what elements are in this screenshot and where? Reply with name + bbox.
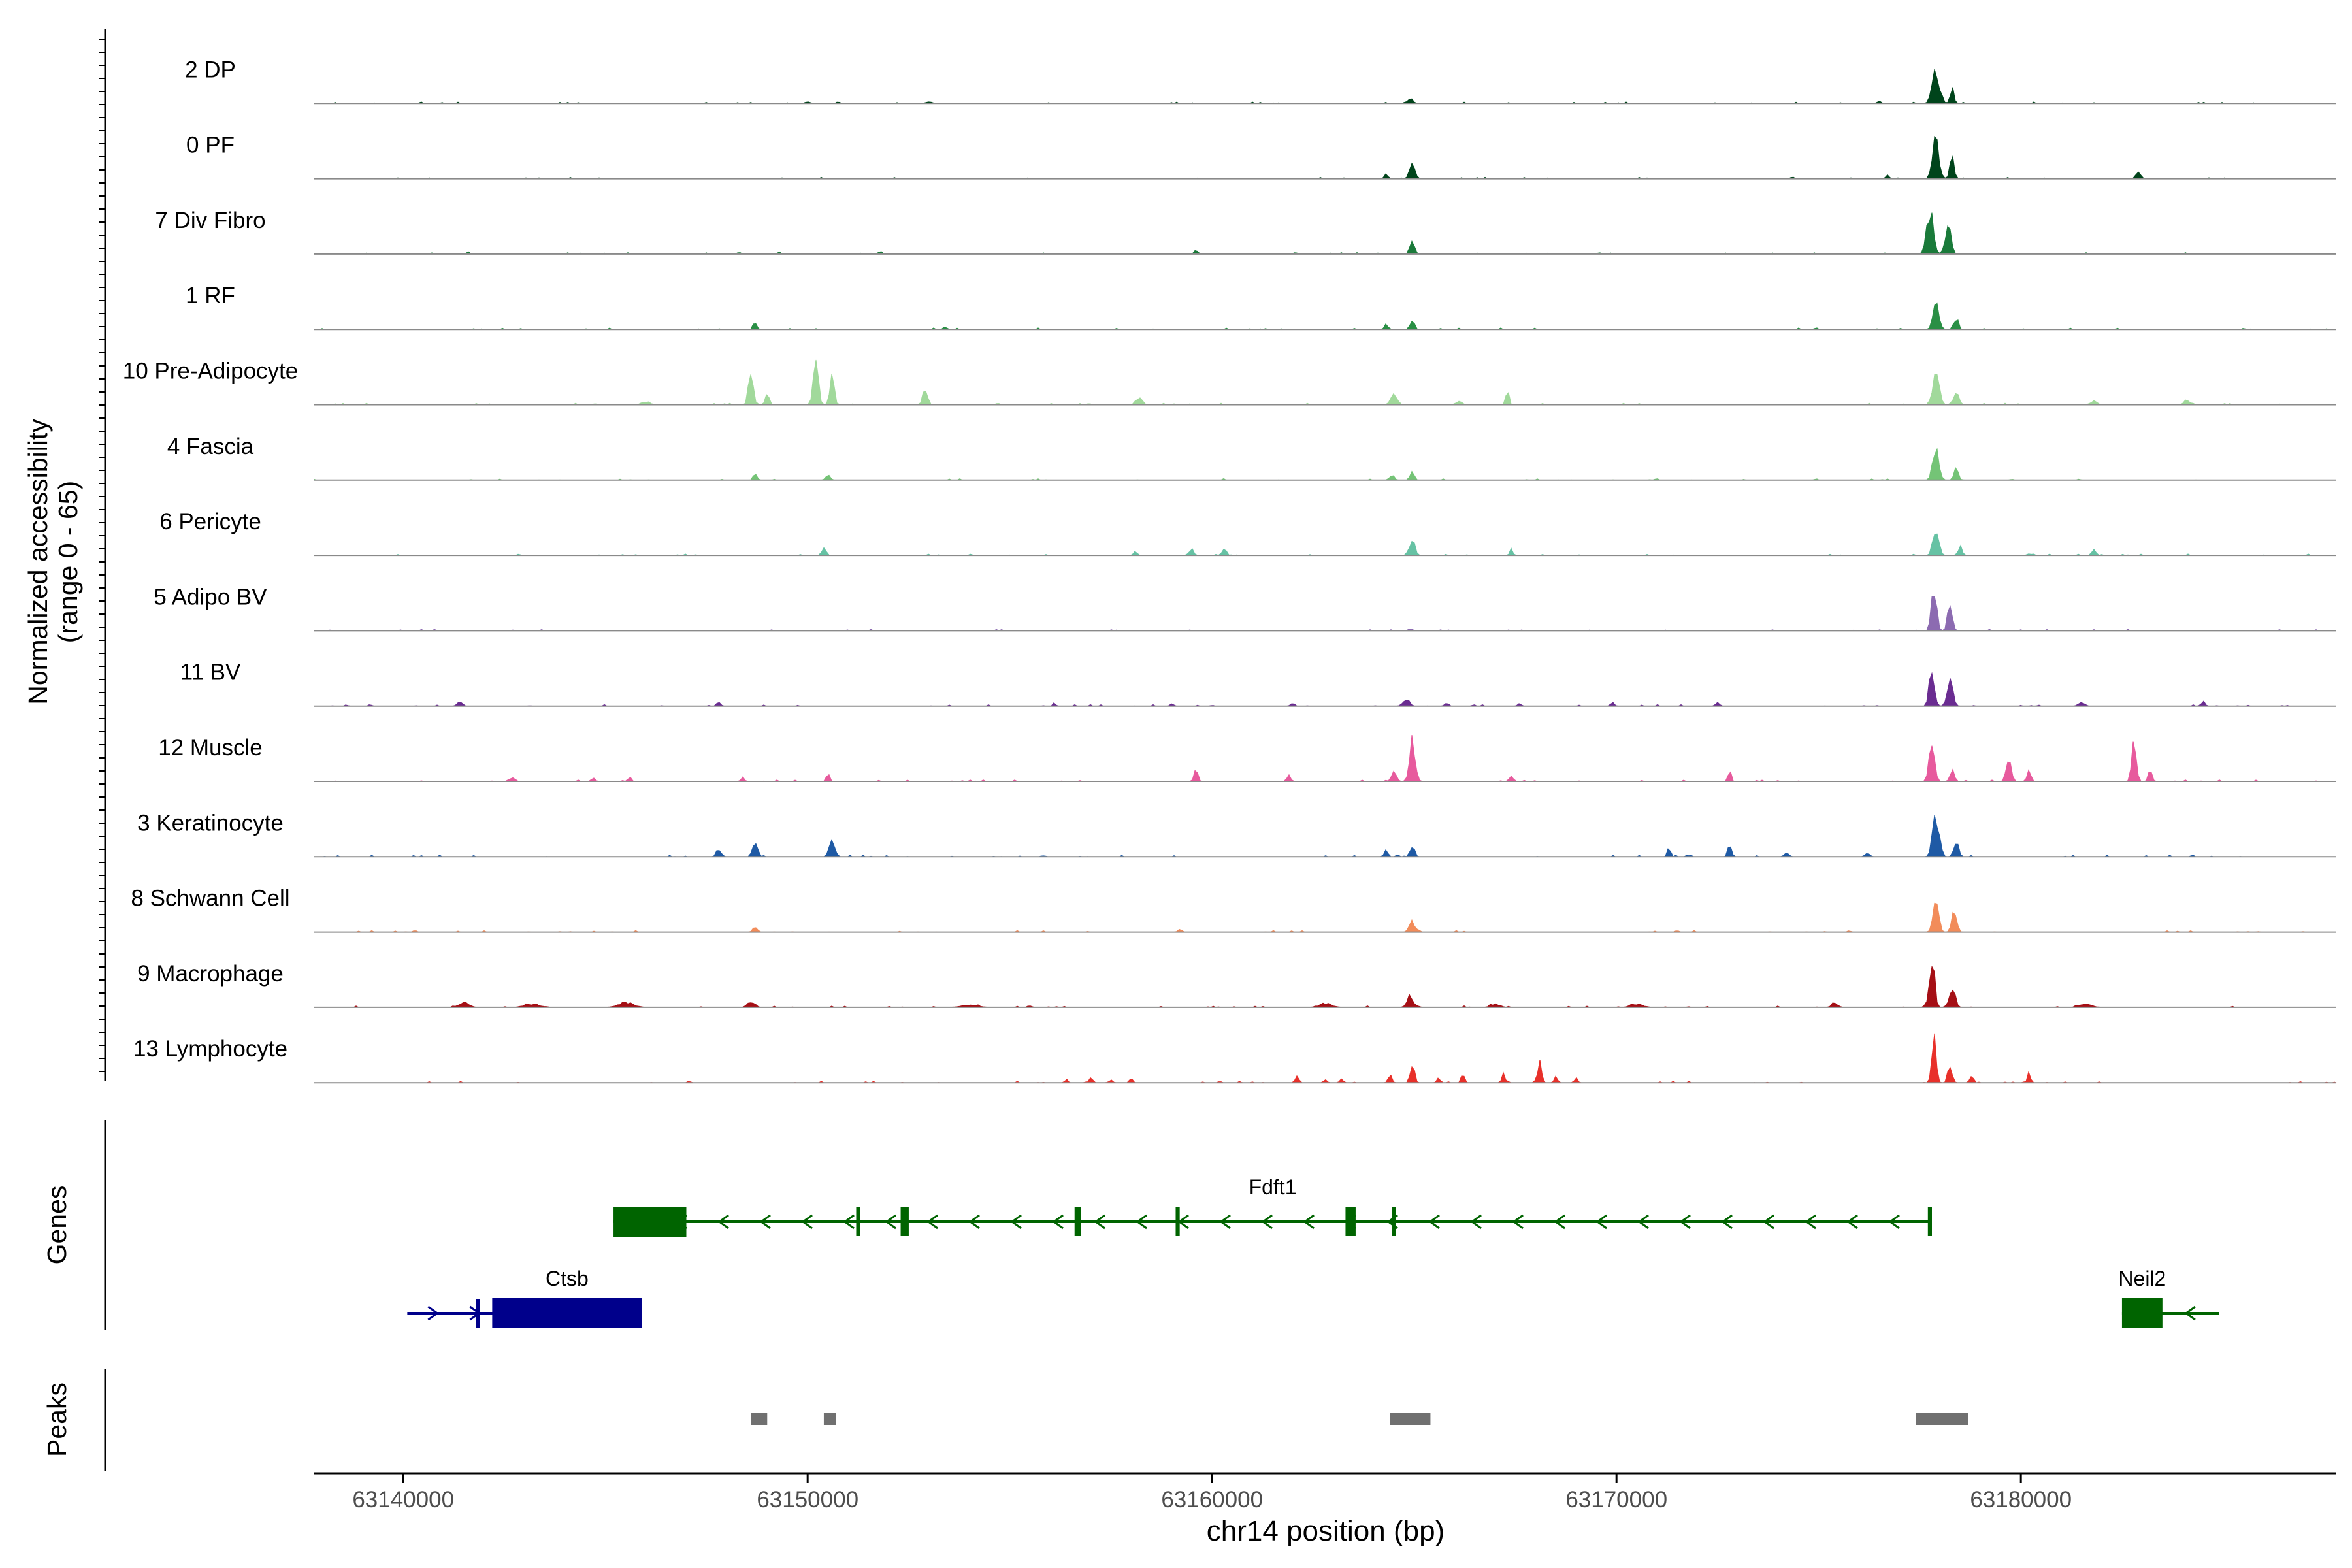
strand-arrow <box>1846 1214 1858 1230</box>
peak-region <box>823 1413 836 1425</box>
peak-region <box>1916 1413 1968 1425</box>
strand-arrow <box>1428 1214 1440 1230</box>
strand-arrow <box>717 1214 729 1230</box>
strand-arrow <box>968 1214 980 1230</box>
exon <box>1345 1207 1356 1236</box>
exon <box>1074 1207 1081 1236</box>
track-11: 3 Keratinocyte <box>137 810 2336 858</box>
track-label: 10 Pre-Adipocyte <box>123 359 298 384</box>
x-tick-label: 63150000 <box>757 1487 858 1512</box>
strand-arrow <box>1010 1214 1022 1230</box>
peak-region <box>751 1413 768 1425</box>
track-label: 7 Div Fibro <box>155 208 265 233</box>
x-axis: 63140000 63150000 63160000 63170000 63180000… <box>314 1472 2336 1547</box>
exon <box>2121 1298 2163 1328</box>
gene-label: Fdft1 <box>1249 1175 1297 1199</box>
strand-arrow <box>1303 1214 1315 1230</box>
track-2: 0 PF <box>186 133 2336 180</box>
track-4: 1 RF <box>186 283 2336 331</box>
exon <box>1392 1207 1396 1236</box>
strand-arrow <box>1637 1214 1649 1230</box>
strand-arrow <box>2184 1305 2196 1321</box>
track-label: 0 PF <box>186 133 235 158</box>
gene-label: Neil2 <box>2118 1267 2166 1290</box>
strand-arrow <box>1261 1214 1273 1230</box>
track-label: 5 Adipo BV <box>154 584 267 610</box>
strand-arrow <box>1888 1214 1900 1230</box>
gene-neil2: Neil2 <box>2118 1267 2219 1328</box>
track-label: 8 Schwann Cell <box>131 886 289 911</box>
track-label: 4 Fascia <box>167 434 254 459</box>
strand-arrow <box>1721 1214 1733 1230</box>
exon <box>613 1207 687 1237</box>
exon <box>900 1207 909 1236</box>
track-label: 1 RF <box>186 283 235 308</box>
track-1: 2 DP <box>185 57 2336 105</box>
track-label: 9 Macrophage <box>137 961 284 987</box>
x-tick-label: 63180000 <box>1970 1487 2072 1512</box>
exon <box>1927 1207 1932 1236</box>
genes-panel-label: Genes <box>42 1186 72 1265</box>
exon <box>856 1207 860 1236</box>
y-axis-label-line2: (range 0 - 65) <box>53 481 83 643</box>
track-14: 13 Lymphocyte <box>133 1033 2337 1084</box>
exon <box>476 1299 480 1328</box>
gene-fdft1: Fdft1 <box>613 1175 1932 1237</box>
strand-arrow <box>1512 1214 1524 1230</box>
track-9: 11 BV <box>180 660 2336 707</box>
strand-arrow <box>1763 1214 1774 1230</box>
strand-arrow <box>843 1214 855 1230</box>
track-5: 10 Pre-Adipocyte <box>123 359 2336 406</box>
peak-region <box>1390 1413 1431 1425</box>
track-label: 6 Pericyte <box>159 509 261 534</box>
track-12: 8 Schwann Cell <box>131 886 2336 933</box>
strand-arrow <box>885 1214 896 1230</box>
track-10: 12 Muscle <box>158 734 2336 782</box>
gene-annotations: Fdft1 Ctsb Neil2 <box>407 1175 2219 1328</box>
gene-label: Ctsb <box>546 1267 589 1290</box>
track-label: 12 Muscle <box>158 735 263 760</box>
strand-arrow <box>1135 1214 1147 1230</box>
strand-arrow <box>926 1214 938 1230</box>
peak-regions <box>751 1413 1968 1425</box>
strand-arrow <box>1595 1214 1607 1230</box>
exon <box>1175 1207 1180 1236</box>
strand-arrow <box>1470 1214 1482 1230</box>
track-8: 5 Adipo BV <box>154 584 2336 632</box>
peaks-panel-label: Peaks <box>42 1382 72 1457</box>
strand-arrow <box>1219 1214 1231 1230</box>
strand-arrow <box>427 1305 439 1321</box>
x-tick-label: 63140000 <box>352 1487 454 1512</box>
track-6: 4 Fascia <box>167 434 2336 481</box>
track-label: 3 Keratinocyte <box>137 810 284 836</box>
strand-arrow <box>1052 1214 1064 1230</box>
strand-arrow <box>1805 1214 1816 1230</box>
strand-arrow <box>759 1214 771 1230</box>
track-7: 6 Pericyte <box>159 509 2336 557</box>
track-3: 7 Div Fibro <box>155 208 2336 255</box>
strand-arrow <box>1094 1214 1105 1230</box>
track-label: 13 Lymphocyte <box>133 1036 287 1062</box>
strand-arrow <box>1554 1214 1565 1230</box>
coverage-tracks: 2 DP 0 PF 7 Div Fibro 1 RF 10 Pre-Adipocyte 4… <box>123 57 2337 1084</box>
track-label: 2 DP <box>185 57 236 82</box>
track-label: 11 BV <box>180 660 241 685</box>
track-13: 9 Macrophage <box>137 961 2336 1008</box>
x-axis-label: chr14 position (bp) <box>1207 1515 1445 1547</box>
exon <box>492 1298 642 1328</box>
accessibility-y-axis <box>99 29 106 1081</box>
x-tick-label: 63170000 <box>1565 1487 1667 1512</box>
x-tick-label: 63160000 <box>1161 1487 1263 1512</box>
y-axis-label-line1: Normalized accessibility <box>23 419 53 705</box>
gene-ctsb: Ctsb <box>407 1267 642 1328</box>
strand-arrow <box>801 1214 813 1230</box>
strand-arrow <box>1679 1214 1691 1230</box>
